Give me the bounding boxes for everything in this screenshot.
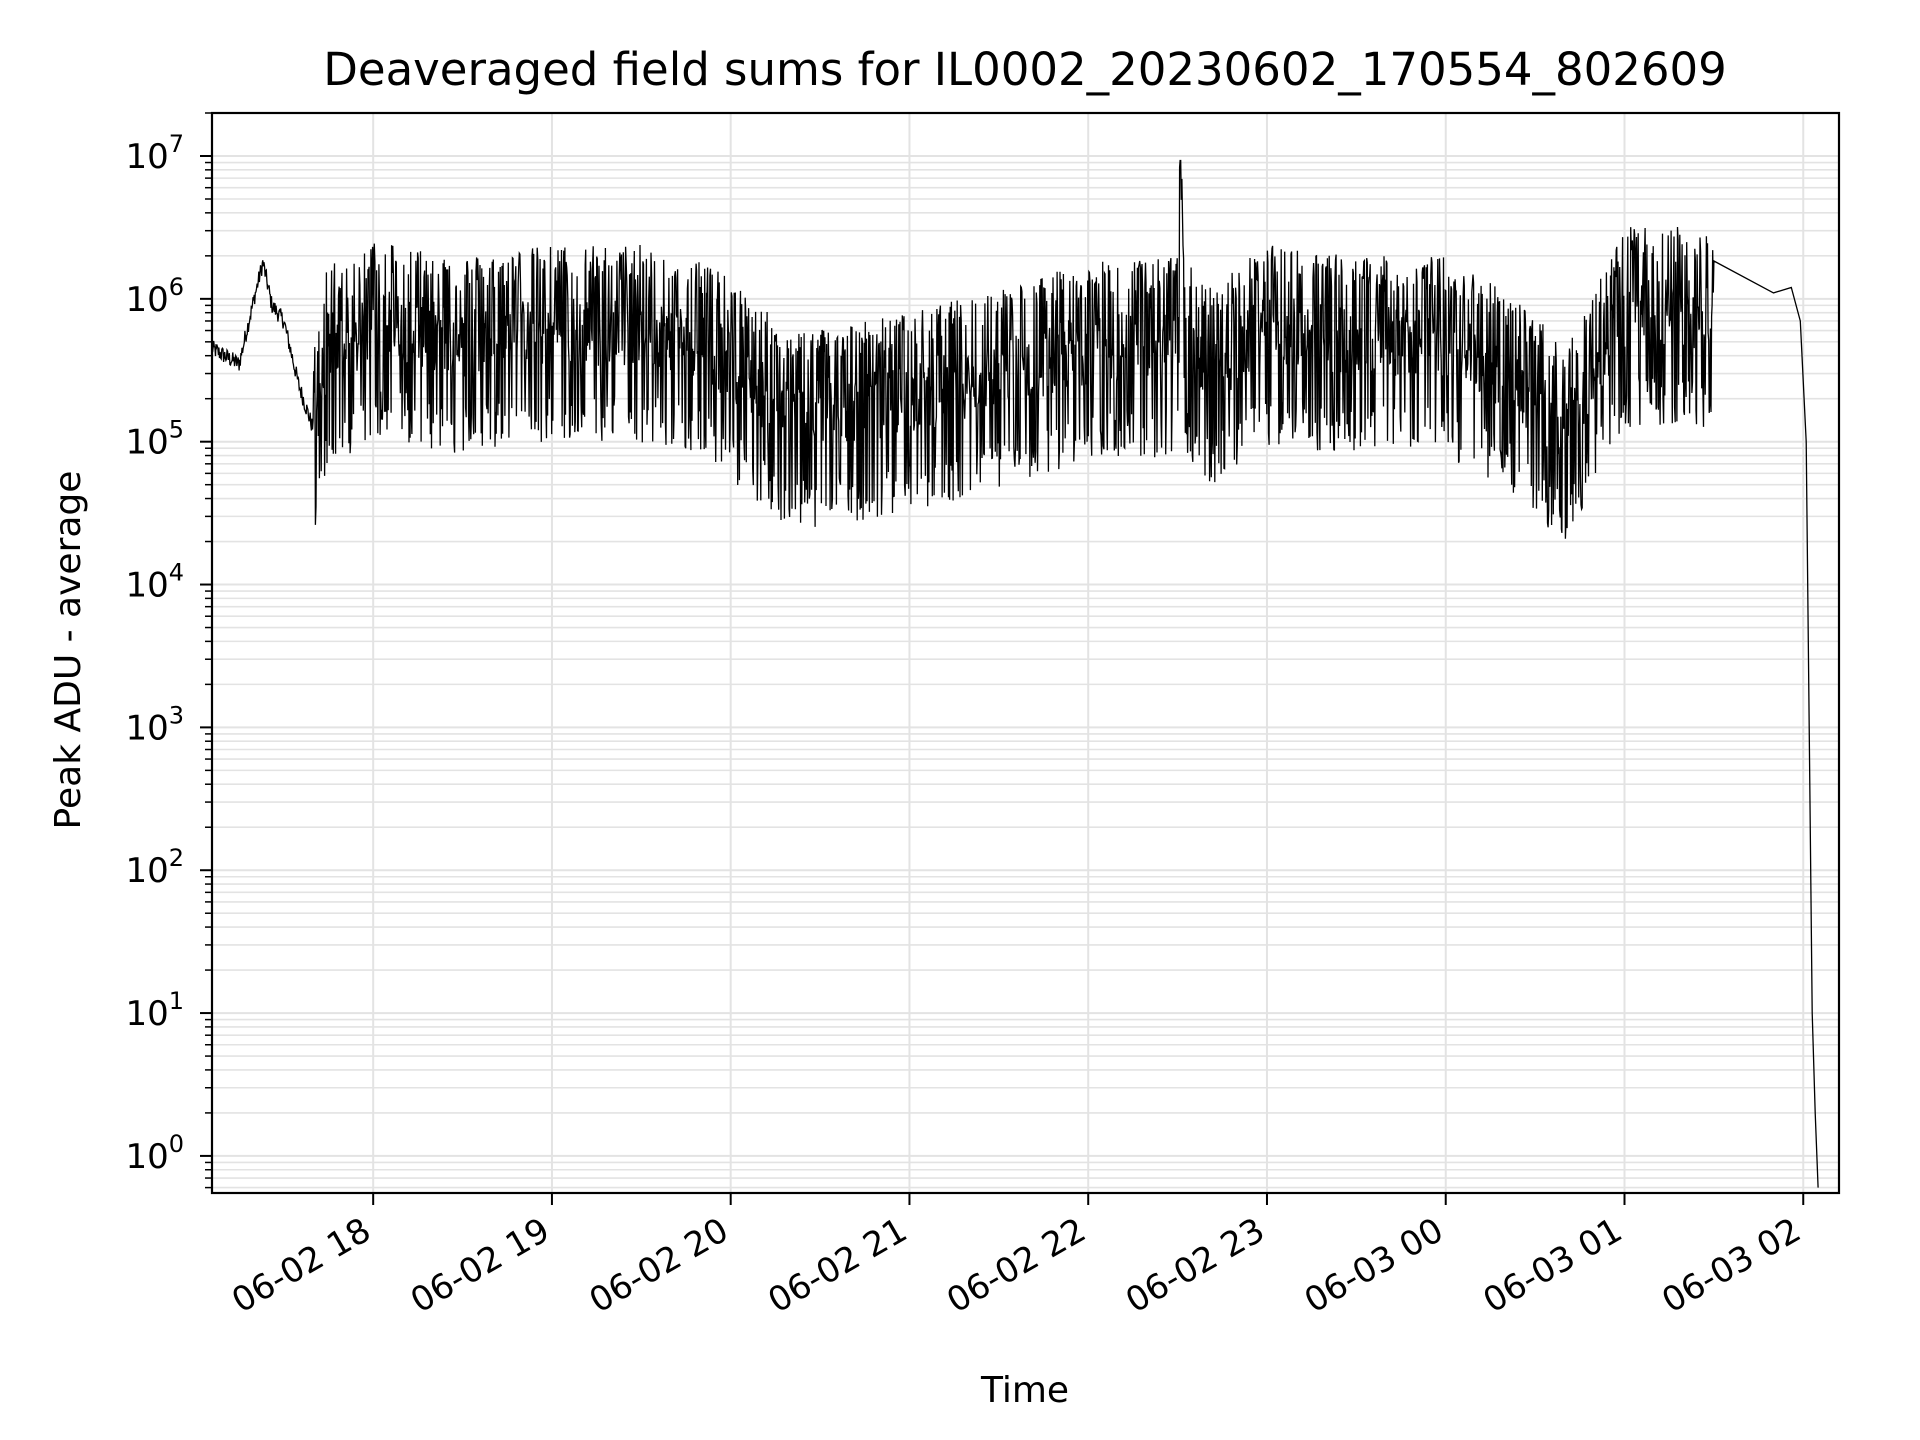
y-tick-label: 104	[125, 559, 184, 606]
chart-title: Deaveraged field sums for IL0002_2023060…	[323, 43, 1727, 96]
y-tick-label: 100	[125, 1130, 184, 1177]
plot-background	[212, 113, 1839, 1193]
plot-area	[210, 111, 1841, 1195]
y-tick-label: 101	[125, 987, 184, 1034]
x-axis-label: Time	[980, 1370, 1069, 1411]
y-tick-label: 106	[125, 273, 184, 320]
y-tick-label: 102	[125, 844, 184, 891]
y-tick-label: 103	[125, 701, 184, 748]
y-axis: 100 101 102 103 104 105 106 107	[125, 112, 212, 1189]
y-tick-label: 107	[125, 130, 184, 177]
y-axis-label: Peak ADU - average	[48, 471, 89, 830]
y-tick-label: 105	[125, 416, 184, 463]
plot-frame	[210, 111, 1841, 1195]
data-series-line	[211, 159, 1819, 1188]
